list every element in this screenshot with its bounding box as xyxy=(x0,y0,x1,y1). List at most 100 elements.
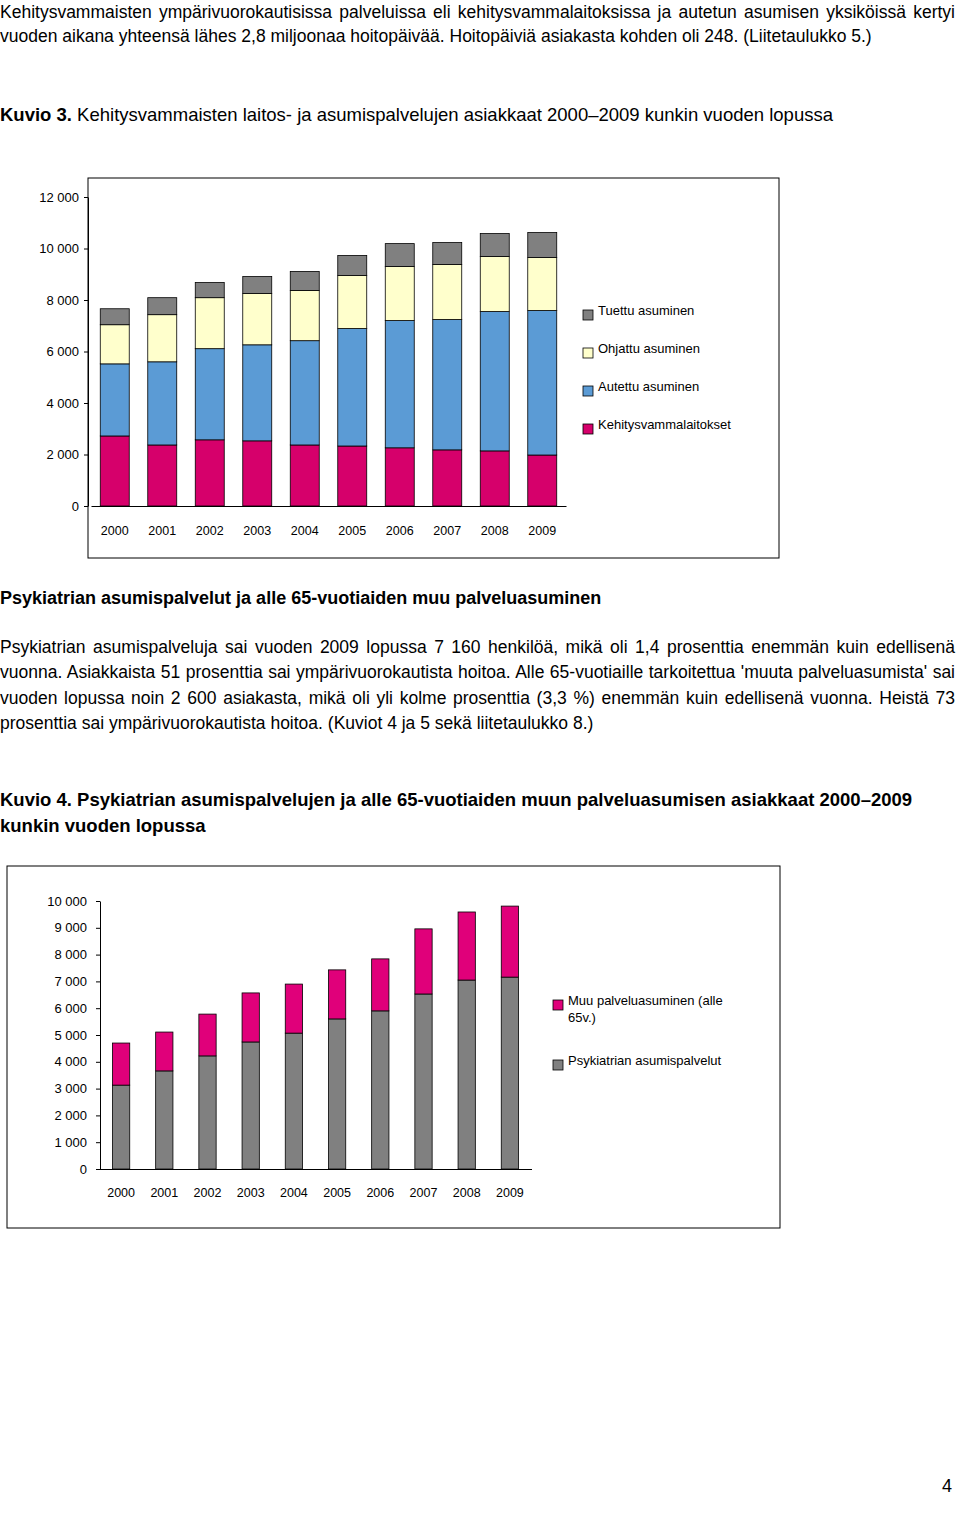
page-number: 4 xyxy=(942,1476,952,1497)
bar-segment xyxy=(112,1085,129,1169)
bar-segment xyxy=(385,267,414,321)
y-tick-label: 6 000 xyxy=(54,1001,87,1016)
x-tick-label: 2004 xyxy=(280,1186,308,1200)
y-tick-label: 12 000 xyxy=(39,190,79,205)
bar-segment xyxy=(243,441,272,506)
bar-segment xyxy=(458,980,475,1169)
legend-swatch xyxy=(583,310,593,320)
legend-label: Muu palveluasuminen (alle 65v.) xyxy=(568,993,726,1025)
x-axis: 2000200120022003200420052006200720082009 xyxy=(92,507,567,539)
y-tick-mark xyxy=(84,455,88,456)
y-tick-mark xyxy=(84,352,88,353)
bar-segment xyxy=(501,906,518,977)
y-tick: 1 000 xyxy=(54,1135,100,1150)
bar-segment xyxy=(385,448,414,506)
bar-segment xyxy=(433,320,462,450)
y-axis: 02 0004 0006 0008 00010 00012 000 xyxy=(39,190,88,514)
bar-segment xyxy=(415,994,432,1169)
bar-segment xyxy=(338,329,367,446)
y-tick-mark xyxy=(84,403,88,404)
y-tick: 10 000 xyxy=(39,241,88,256)
page: 02 0004 0006 0008 00010 00012 0002000200… xyxy=(0,0,960,1524)
y-axis-line xyxy=(100,902,101,1170)
bars xyxy=(112,906,518,1169)
bar-segment xyxy=(100,309,129,325)
legend-swatch xyxy=(553,1060,563,1070)
bar-segment xyxy=(372,959,389,1011)
bar-segment xyxy=(458,912,475,980)
bar-segment xyxy=(148,315,177,362)
bar-segment xyxy=(243,345,272,441)
y-tick-mark xyxy=(84,197,88,198)
y-tick: 9 000 xyxy=(54,920,100,935)
y-tick-mark xyxy=(96,1035,100,1036)
y-tick: 8 000 xyxy=(54,947,100,962)
x-tick: 2007 xyxy=(433,524,461,538)
y-tick-mark xyxy=(96,955,100,956)
legend-swatch xyxy=(583,386,593,396)
y-tick: 6 000 xyxy=(54,1001,100,1016)
x-tick-label: 2006 xyxy=(386,524,414,538)
body-paragraph: Psykiatrian asumispalveluja sai vuoden 2… xyxy=(0,635,955,737)
x-tick: 2009 xyxy=(528,524,556,538)
y-tick-label: 1 000 xyxy=(54,1135,87,1150)
bar-segment xyxy=(328,1019,345,1169)
bar-segment xyxy=(112,1043,129,1085)
bar-segment xyxy=(528,311,557,455)
y-tick: 3 000 xyxy=(54,1081,100,1096)
bar-segment xyxy=(290,341,319,445)
y-tick: 6 000 xyxy=(46,344,88,359)
bar-segment xyxy=(501,977,518,1169)
bar-segment xyxy=(528,233,557,258)
bar-segment xyxy=(243,277,272,294)
bar-segment xyxy=(480,451,509,506)
bar-segment xyxy=(100,364,129,436)
y-tick-mark xyxy=(96,981,100,982)
x-tick-label: 2002 xyxy=(196,524,224,538)
x-tick: 2008 xyxy=(453,1186,481,1200)
legend-label: Tuettu asuminen xyxy=(598,303,694,318)
y-tick-mark xyxy=(96,901,100,902)
bar-segment xyxy=(433,264,462,319)
bar-segment xyxy=(242,1042,259,1169)
bar-segment xyxy=(195,282,224,297)
legend-label: Kehitysvammalaitokset xyxy=(598,417,731,432)
y-tick-mark xyxy=(84,249,88,250)
legend-swatch xyxy=(583,348,593,358)
y-tick-mark xyxy=(96,1008,100,1009)
y-tick: 4 000 xyxy=(46,396,88,411)
bar-segment xyxy=(243,294,272,345)
bar-segment xyxy=(480,256,509,311)
x-tick-label: 2001 xyxy=(150,1186,178,1200)
bar-segment xyxy=(242,993,259,1042)
bar-segment xyxy=(385,321,414,448)
y-tick: 8 000 xyxy=(46,293,88,308)
y-tick-label: 5 000 xyxy=(54,1028,87,1043)
x-tick: 2007 xyxy=(410,1186,438,1200)
y-tick-mark xyxy=(96,1089,100,1090)
bar-segment xyxy=(148,298,177,315)
x-tick: 2005 xyxy=(323,1186,351,1200)
bar-segment xyxy=(372,1011,389,1169)
y-tick-mark xyxy=(96,1062,100,1063)
chart-frame xyxy=(7,866,780,1228)
bar-segment xyxy=(156,1071,173,1169)
x-tick-label: 2005 xyxy=(323,1186,351,1200)
x-tick-label: 2004 xyxy=(291,524,319,538)
x-tick-label: 2008 xyxy=(481,524,509,538)
x-tick: 2006 xyxy=(366,1186,394,1200)
y-tick: 10 000 xyxy=(47,894,100,909)
x-tick: 2004 xyxy=(291,524,319,538)
y-tick: 2 000 xyxy=(54,1108,100,1123)
y-tick: 2 000 xyxy=(46,447,88,462)
y-tick-label: 8 000 xyxy=(54,947,87,962)
y-tick: 0 xyxy=(80,1162,100,1177)
x-tick: 2001 xyxy=(150,1186,178,1200)
y-tick-mark xyxy=(96,1142,100,1143)
y-tick-label: 0 xyxy=(80,1162,87,1177)
x-tick-label: 2007 xyxy=(433,524,461,538)
y-tick-label: 10 000 xyxy=(47,894,87,909)
x-tick: 2009 xyxy=(496,1186,524,1200)
bar-segment xyxy=(195,298,224,349)
bar-segment xyxy=(148,445,177,506)
